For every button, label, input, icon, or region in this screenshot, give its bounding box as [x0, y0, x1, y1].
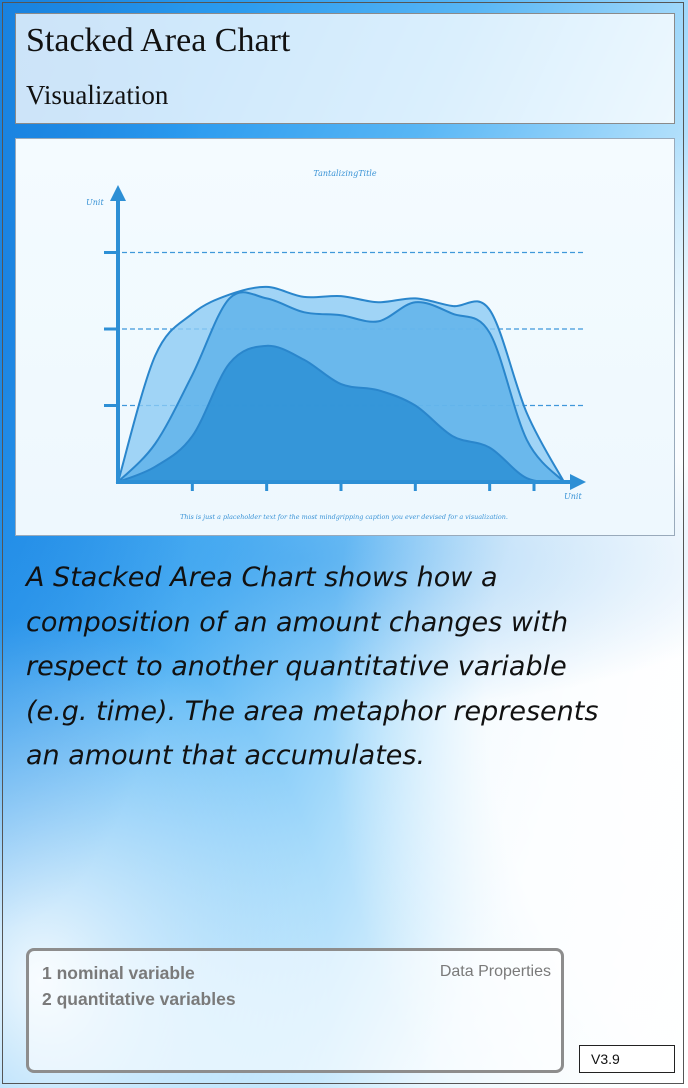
chart-caption: This is just a placeholder text for the … [180, 513, 508, 521]
property-quantitative: 2 quantitative variables [42, 989, 236, 1009]
page-subtitle: Visualization [26, 80, 169, 110]
data-properties-label: Data Properties [439, 963, 551, 980]
x-axis-arrow [570, 474, 586, 490]
stacked-area-chart: TantalizingTitle Unit Unit This is just … [86, 169, 586, 521]
property-nominal: 1 nominal variable [42, 963, 195, 983]
y-axis-arrow [110, 185, 126, 201]
y-axis-label: Unit [86, 198, 104, 207]
chart-panel: TantalizingTitle Unit Unit This is just … [15, 138, 675, 536]
title-box: Stacked Area Chart Visualization [15, 13, 675, 124]
description-text: A Stacked Area Chart shows how a composi… [26, 562, 599, 771]
chart-title: TantalizingTitle [313, 169, 376, 178]
area-series-1 [117, 344, 565, 484]
data-properties-box: 1 nominal variable 2 quantitative variab… [26, 948, 564, 1073]
version-badge: V3.9 [579, 1045, 675, 1073]
x-axis-label: Unit [564, 492, 582, 501]
page-title: Stacked Area Chart [26, 22, 291, 59]
